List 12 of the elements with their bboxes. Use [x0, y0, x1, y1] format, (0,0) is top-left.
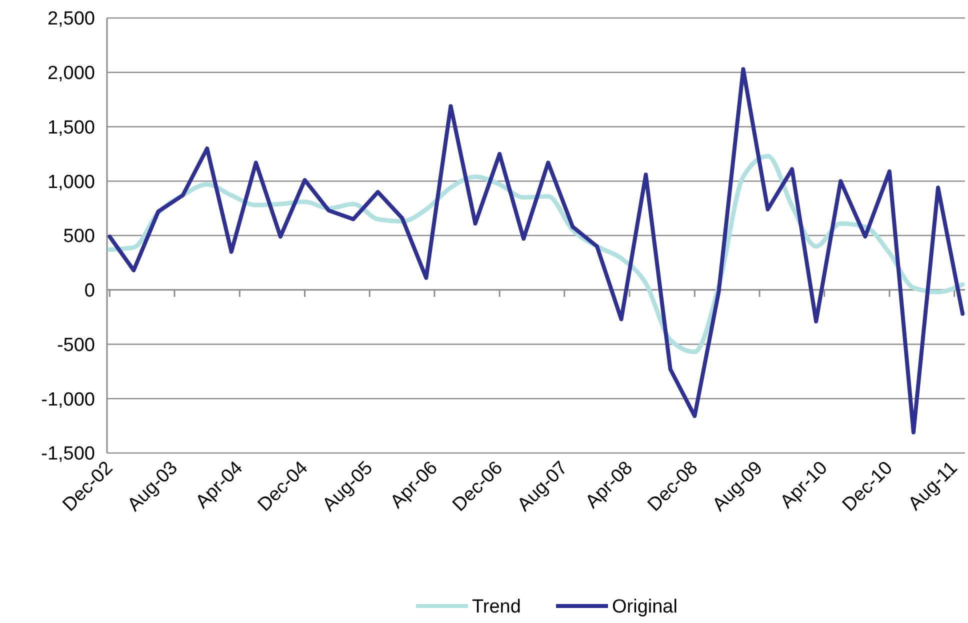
legend-label: Original [612, 596, 678, 618]
legend-label: Trend [472, 596, 521, 618]
y-tick-label: 2,500 [47, 8, 95, 30]
y-tick-label: -1,500 [41, 444, 95, 465]
y-tick-label: 500 [63, 226, 95, 248]
line-series [108, 67, 965, 434]
y-tick-label: 0 [84, 280, 95, 302]
y-tick-label: -500 [56, 334, 95, 356]
y-tick-label: 1,000 [47, 172, 95, 193]
y-tick-label: 1,500 [47, 117, 95, 138]
y-tick-label: 2,000 [47, 63, 95, 84]
y-tick-label: -1,000 [41, 389, 95, 410]
